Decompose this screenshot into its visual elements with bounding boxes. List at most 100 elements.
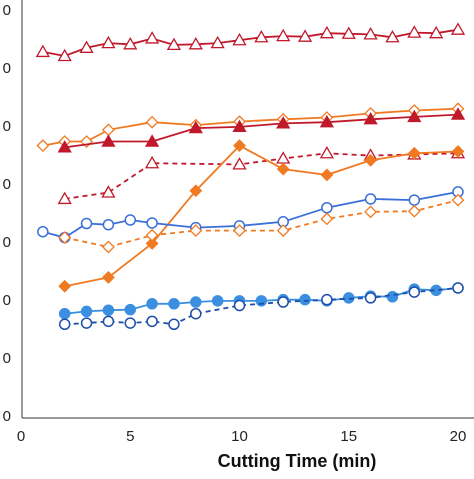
series-line [64,144,459,288]
data-point [451,145,465,158]
y-tick-label: 0 [3,350,11,367]
data-point [363,111,378,125]
data-point [190,296,202,308]
data-point [386,291,399,303]
data-point [407,109,422,123]
x-tick-label: 20 [450,428,467,445]
data-point [299,293,311,306]
data-point [124,317,136,329]
data-point [101,240,115,254]
data-point [144,155,160,169]
data-point [145,228,159,242]
series-6 [37,186,464,244]
data-point [123,37,138,50]
data-point [233,139,246,153]
y-tick-label: 0 [3,60,11,77]
data-point [101,123,115,137]
data-point [80,317,93,329]
data-point [319,145,335,159]
series-8 [58,282,464,320]
data-point [321,201,333,214]
data-point [124,214,136,226]
data-point [144,31,160,44]
series-1 [35,22,466,62]
y-tick-label: 0 [3,118,11,135]
data-point [57,191,72,205]
x-tick-label: 15 [340,428,357,445]
data-point [233,224,246,237]
data-point [276,151,291,164]
data-point [102,315,115,328]
data-point [146,217,158,229]
data-point [145,237,159,250]
data-point [407,25,422,38]
data-point [168,318,180,331]
y-tick-label: 0 [3,292,11,309]
data-point [451,193,465,207]
series-line [64,113,459,149]
data-point [341,26,356,39]
data-point [452,282,464,294]
y-tick-label: 0 [3,2,11,19]
series-9 [58,282,464,331]
axes [21,0,474,419]
data-point [101,35,116,49]
data-point [385,29,400,43]
data-point [320,168,334,182]
data-point [101,134,116,147]
data-point [57,48,72,62]
data-point [277,296,289,308]
data-point [321,293,333,306]
data-point [276,28,291,42]
data-point [189,184,203,198]
data-point [58,307,71,320]
y-tick-label: 0 [3,176,11,193]
data-point [276,116,291,129]
series-line [64,199,459,248]
data-point [232,119,247,133]
series-line [64,152,459,200]
data-point [57,140,72,153]
data-point [35,44,50,58]
data-point [58,279,72,293]
data-point [166,37,182,51]
x-tick-label: 10 [231,428,248,445]
data-point [189,224,203,237]
data-point [232,32,247,46]
series-5 [58,139,465,293]
data-point [102,304,115,316]
data-point [210,35,225,49]
data-point [233,299,246,312]
data-point [254,29,269,43]
data-point [37,225,49,238]
data-point [297,29,313,42]
data-point [188,37,203,50]
data-point [364,205,378,219]
data-point [79,40,94,53]
data-point [232,157,247,170]
x-tick-label: 5 [126,428,134,445]
data-point [124,303,136,316]
series-7 [58,193,465,254]
y-tick-label: 0 [3,408,11,425]
data-point [144,134,160,147]
data-point [407,146,421,160]
data-point [36,139,50,153]
data-point [80,305,93,318]
data-point [58,231,72,245]
data-point [188,120,203,134]
data-point [190,307,202,320]
x-tick-label: 0 [17,428,25,445]
data-point [450,107,466,120]
data-point [450,22,466,35]
x-axis-title: Cutting Time (min) [218,451,377,471]
y-tick-label: 0 [3,234,11,251]
data-point [364,292,377,304]
data-point [211,295,224,307]
series-2 [36,102,465,153]
data-point [408,194,421,206]
data-point [276,162,290,176]
